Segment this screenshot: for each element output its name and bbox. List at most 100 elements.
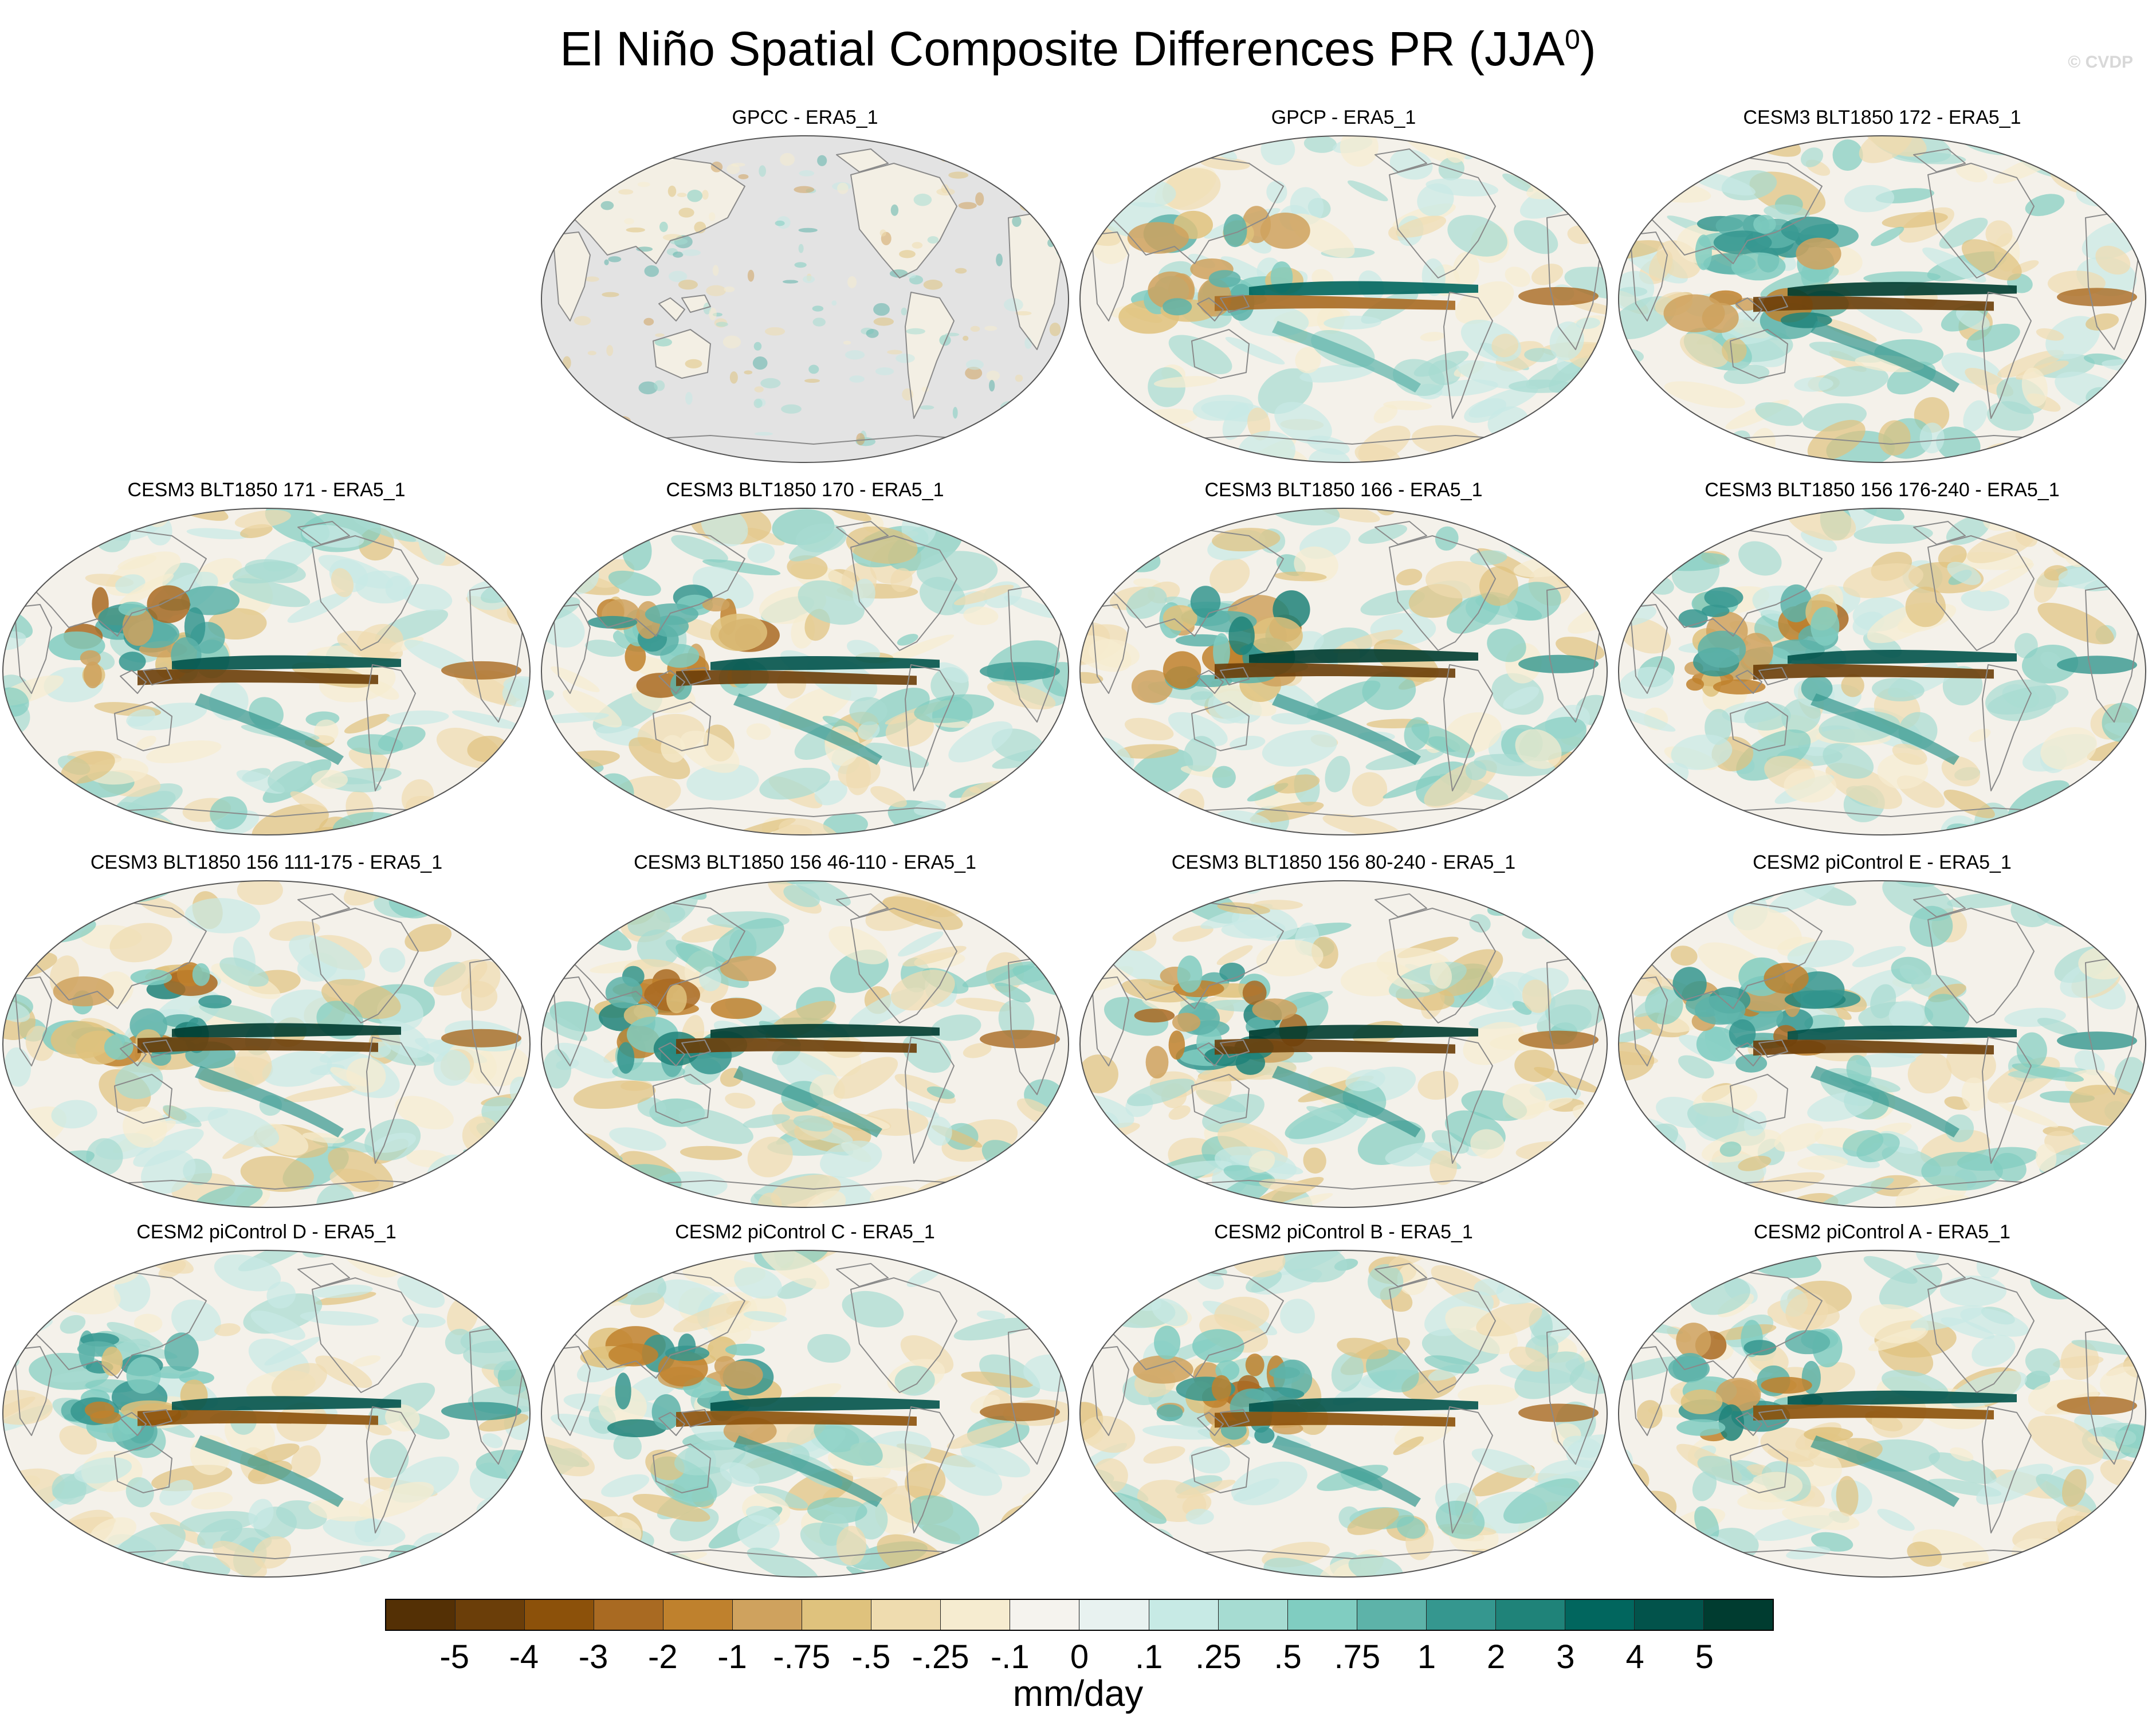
- colorbar-swatch: [1495, 1600, 1565, 1630]
- map-plot: [2, 508, 531, 835]
- map-plot: [541, 508, 1069, 835]
- map-border: [541, 880, 1069, 1208]
- panel-title: CESM3 BLT1850 170 - ERA5_1: [666, 479, 944, 501]
- colorbar-tick-label: -5: [439, 1638, 469, 1676]
- map-border: [541, 1250, 1069, 1578]
- panel-title: GPCP - ERA5_1: [1271, 107, 1416, 128]
- colorbar-tick-label: -1: [717, 1638, 747, 1676]
- panel-title: CESM3 BLT1850 156 80-240 - ERA5_1: [1171, 852, 1516, 873]
- map-plot: [2, 880, 531, 1208]
- colorbar-tick-label: -4: [509, 1638, 539, 1676]
- map-plot: [541, 1250, 1069, 1578]
- colorbar-swatch: [871, 1600, 941, 1630]
- map-panel: CESM3 BLT1850 171 - ERA5_1: [0, 476, 533, 842]
- map-field: [1080, 1250, 1607, 1577]
- map-plot: [1618, 508, 2146, 835]
- colorbar-swatch: [1010, 1600, 1080, 1630]
- coastlines: [14, 1263, 525, 1559]
- map-panel: GPCP - ERA5_1: [1077, 103, 1610, 470]
- panel-title: CESM2 piControl A - ERA5_1: [1754, 1221, 2010, 1243]
- credit-watermark: © CVDP: [2068, 53, 2133, 72]
- map-border: [1618, 1250, 2146, 1578]
- colorbar-tick-label: 2: [1487, 1638, 1506, 1676]
- colorbar-swatch: [386, 1600, 456, 1630]
- colorbar-tick-label: 4: [1625, 1638, 1644, 1676]
- panel-title: GPCC - ERA5_1: [732, 107, 878, 128]
- map-border: [1618, 880, 2146, 1208]
- map-field: [1619, 881, 2146, 1207]
- colorbar-swatch: [1079, 1600, 1149, 1630]
- colorbar-swatch: [941, 1600, 1011, 1630]
- colorbar-tick-label: .5: [1274, 1638, 1302, 1676]
- map-plot: [1079, 880, 1608, 1208]
- map-panel: CESM3 BLT1850 156 176-240 - ERA5_1: [1616, 476, 2149, 842]
- map-panel: CESM2 piControl C - ERA5_1: [539, 1218, 1071, 1584]
- colorbar-tick-label: -3: [578, 1638, 608, 1676]
- panel-title: CESM3 BLT1850 166 - ERA5_1: [1204, 479, 1483, 501]
- map-border: [2, 1250, 531, 1578]
- map-panel: CESM2 piControl D - ERA5_1: [0, 1218, 533, 1584]
- map-border: [541, 508, 1069, 835]
- map-panel: CESM3 BLT1850 156 111-175 - ERA5_1: [0, 848, 533, 1215]
- coastlines: [1629, 148, 2141, 445]
- colorbar-swatch: [1426, 1600, 1496, 1630]
- panel-title: CESM3 BLT1850 171 - ERA5_1: [127, 479, 406, 501]
- map-border: [1079, 1250, 1608, 1578]
- colorbar-labels: -5 -4 -3 -2 -1 -.75 -.5 -.25 -.1 0 .1 .25 .5 .75 1 2 3 4 5: [385, 1638, 1774, 1678]
- panel-title: CESM2 piControl B - ERA5_1: [1214, 1221, 1473, 1243]
- map-plot: [2, 1250, 531, 1578]
- colorbar-swatch: [1287, 1600, 1357, 1630]
- colorbar-units: mm/day: [1012, 1673, 1144, 1714]
- map-panel: CESM2 piControl E - ERA5_1: [1616, 848, 2149, 1215]
- panel-title: CESM3 BLT1850 156 46-110 - ERA5_1: [634, 852, 976, 873]
- colorbar-swatch: [1703, 1600, 1773, 1630]
- colorbar-swatch: [525, 1600, 595, 1630]
- map-panel: CESM2 piControl B - ERA5_1: [1077, 1218, 1610, 1584]
- panel-title: CESM2 piControl D - ERA5_1: [136, 1221, 396, 1243]
- panel-title: CESM2 piControl E - ERA5_1: [1753, 852, 2012, 873]
- map-panel: CESM3 BLT1850 166 - ERA5_1: [1077, 476, 1610, 842]
- map-field: [1080, 136, 1607, 462]
- figure-title-superscript: 0: [1565, 25, 1580, 55]
- figure-title: El Niño Spatial Composite Differences PR…: [0, 17, 2156, 80]
- colorbar: [385, 1599, 1774, 1631]
- colorbar-tick-label: -.1: [990, 1638, 1030, 1676]
- map-field: [3, 881, 530, 1207]
- map-field: [3, 1250, 530, 1577]
- colorbar-tick-label: -2: [648, 1638, 678, 1676]
- colorbar-tick-label: .25: [1195, 1638, 1242, 1676]
- map-field: [541, 881, 1069, 1207]
- figure-title-close: ): [1580, 22, 1596, 76]
- colorbar-tick-label: .1: [1135, 1638, 1163, 1676]
- map-border: [1079, 135, 1608, 463]
- map-border: [1079, 508, 1608, 835]
- map-field: [541, 1250, 1069, 1577]
- map-panel: CESM3 BLT1850 170 - ERA5_1: [539, 476, 1071, 842]
- map-field: [1619, 1250, 2146, 1577]
- map-field: [1080, 508, 1607, 835]
- coastlines: [1091, 893, 1602, 1190]
- colorbar-swatch: [1357, 1600, 1427, 1630]
- map-field: [1080, 881, 1607, 1207]
- colorbar-tick-label: 1: [1417, 1638, 1436, 1676]
- colorbar-tick-label: -.25: [912, 1638, 969, 1676]
- map-border: [2, 508, 531, 835]
- map-field: [3, 508, 530, 835]
- panel-title: CESM3 BLT1850 172 - ERA5_1: [1743, 107, 2021, 128]
- map-field: [1619, 136, 2146, 462]
- panel-title: CESM2 piControl C - ERA5_1: [675, 1221, 935, 1243]
- colorbar-tick-label: 3: [1556, 1638, 1575, 1676]
- colorbar-swatch: [663, 1600, 733, 1630]
- map-plot: [1618, 880, 2146, 1208]
- map-plot: [1618, 1250, 2146, 1578]
- map-field: [1619, 508, 2146, 835]
- colorbar-tick-label: -.5: [851, 1638, 891, 1676]
- map-border: [1618, 508, 2146, 835]
- colorbar-tick-label: -.75: [773, 1638, 831, 1676]
- colorbar-tick-label: 5: [1695, 1638, 1714, 1676]
- map-field: [541, 136, 1069, 462]
- map-panel: CESM3 BLT1850 156 80-240 - ERA5_1: [1077, 848, 1610, 1215]
- colorbar-swatch: [733, 1600, 803, 1630]
- map-panel: CESM2 piControl A - ERA5_1: [1616, 1218, 2149, 1584]
- map-plot: [1079, 508, 1608, 835]
